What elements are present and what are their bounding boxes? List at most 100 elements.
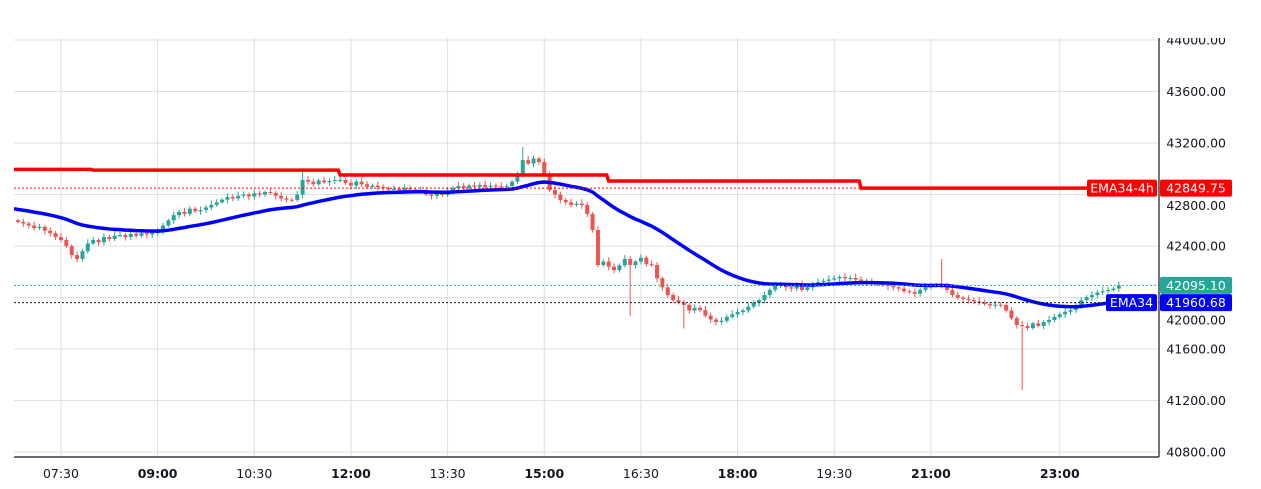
candle[interactable]	[982, 299, 987, 306]
candle[interactable]	[370, 183, 375, 189]
candle[interactable]	[1036, 319, 1041, 328]
candle[interactable]	[48, 227, 53, 237]
candle[interactable]	[225, 193, 230, 204]
candle[interactable]	[612, 263, 617, 274]
candle[interactable]	[558, 191, 563, 204]
candle[interactable]	[563, 198, 568, 206]
candle[interactable]	[826, 275, 831, 283]
candle[interactable]	[279, 191, 284, 202]
candle[interactable]	[230, 194, 235, 202]
candle[interactable]	[42, 225, 47, 235]
candle[interactable]	[300, 168, 305, 199]
candle[interactable]	[746, 302, 751, 313]
candle[interactable]	[139, 231, 144, 238]
candle[interactable]	[1025, 323, 1030, 331]
candle[interactable]	[724, 314, 729, 323]
candle[interactable]	[1041, 319, 1046, 330]
candle[interactable]	[177, 209, 182, 219]
price-axis[interactable]: 44000.00 43600.00 43200.00 42800.00 42400.00…	[1166, 33, 1226, 460]
candle[interactable]	[853, 273, 858, 282]
ema34-4h-line[interactable]	[14, 167, 1119, 190]
candle[interactable]	[977, 297, 982, 306]
candle[interactable]	[987, 301, 992, 310]
candle[interactable]	[751, 300, 756, 309]
candle[interactable]	[123, 232, 128, 241]
candle[interactable]	[21, 218, 26, 228]
candle[interactable]	[719, 317, 724, 325]
candle[interactable]	[467, 183, 472, 191]
candle[interactable]	[1116, 281, 1121, 293]
candle[interactable]	[1020, 321, 1025, 390]
candle[interactable]	[617, 263, 622, 273]
candle[interactable]	[220, 197, 225, 204]
candle[interactable]	[268, 188, 273, 195]
candle[interactable]	[687, 303, 692, 314]
candle[interactable]	[622, 255, 627, 268]
candle[interactable]	[241, 191, 246, 198]
candle[interactable]	[574, 201, 579, 207]
candle[interactable]	[16, 218, 20, 224]
candle[interactable]	[1057, 312, 1062, 319]
candle[interactable]	[75, 251, 80, 263]
candle[interactable]	[493, 183, 498, 189]
candle[interactable]	[1063, 308, 1068, 319]
candle[interactable]	[252, 189, 257, 200]
candle[interactable]	[101, 233, 106, 246]
candle[interactable]	[322, 176, 327, 184]
candle[interactable]	[708, 312, 713, 324]
candle[interactable]	[601, 258, 606, 267]
candle[interactable]	[842, 273, 847, 282]
candle[interactable]	[263, 190, 268, 197]
candle[interactable]	[633, 259, 638, 269]
candle[interactable]	[69, 244, 74, 259]
candle[interactable]	[660, 276, 665, 291]
candle[interactable]	[198, 206, 203, 215]
candle[interactable]	[730, 309, 735, 319]
candle[interactable]	[536, 156, 541, 165]
candle[interactable]	[26, 221, 31, 229]
candle[interactable]	[595, 226, 600, 268]
candle[interactable]	[526, 156, 531, 166]
candle[interactable]	[85, 239, 90, 254]
candle[interactable]	[499, 182, 504, 189]
candle[interactable]	[902, 285, 907, 294]
candle[interactable]	[1047, 315, 1052, 326]
plot-area[interactable]	[14, 38, 1159, 457]
candle[interactable]	[236, 191, 241, 201]
candle[interactable]	[359, 177, 364, 188]
candle[interactable]	[203, 204, 208, 214]
candle[interactable]	[681, 299, 686, 329]
candle[interactable]	[289, 198, 294, 203]
candle[interactable]	[354, 179, 359, 189]
candle[interactable]	[53, 230, 58, 240]
candle[interactable]	[461, 182, 466, 191]
candle[interactable]	[998, 301, 1003, 308]
candle[interactable]	[1084, 295, 1089, 302]
candle[interactable]	[295, 191, 300, 202]
candle[interactable]	[579, 199, 584, 209]
candle[interactable]	[848, 275, 853, 281]
candle[interactable]	[628, 256, 633, 317]
candle[interactable]	[697, 305, 702, 313]
candle[interactable]	[1090, 291, 1094, 301]
candle[interactable]	[955, 291, 960, 300]
candle[interactable]	[649, 260, 654, 267]
candle[interactable]	[1004, 303, 1009, 313]
candle[interactable]	[1068, 307, 1073, 316]
candle[interactable]	[246, 192, 251, 201]
candle[interactable]	[692, 304, 697, 314]
candle[interactable]	[257, 190, 262, 198]
candle[interactable]	[1106, 286, 1111, 294]
candle[interactable]	[1014, 316, 1019, 329]
candle[interactable]	[32, 221, 37, 231]
candle[interactable]	[569, 198, 574, 208]
candle[interactable]	[375, 181, 380, 191]
candle[interactable]	[590, 211, 595, 233]
candle[interactable]	[187, 205, 192, 217]
candle[interactable]	[1009, 307, 1014, 320]
candle[interactable]	[638, 254, 643, 265]
candle[interactable]	[520, 147, 525, 178]
candle[interactable]	[907, 289, 912, 294]
candle[interactable]	[214, 199, 219, 207]
